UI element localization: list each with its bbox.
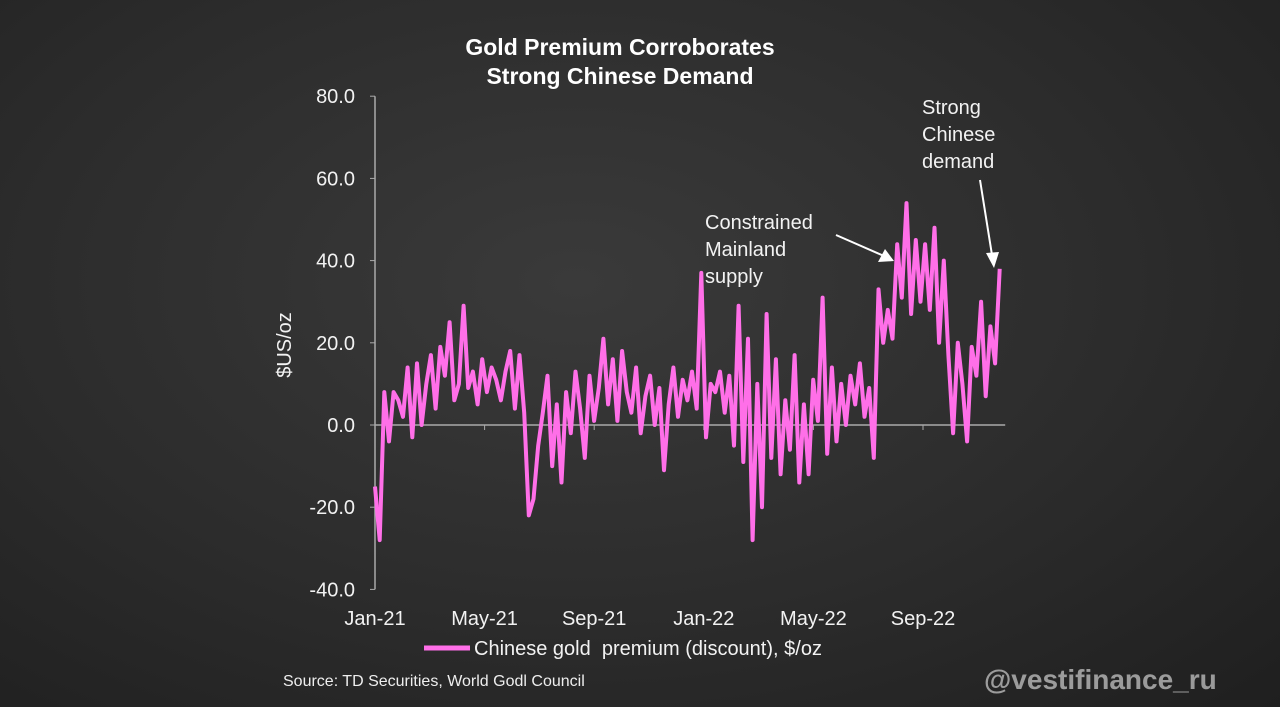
- x-tick-label: Sep-21: [562, 608, 627, 630]
- annotation-line: Chinese: [922, 124, 995, 146]
- annotation-line: demand: [922, 151, 994, 173]
- title-line-1: Gold Premium Corroborates: [465, 34, 775, 60]
- annotation-line: Constrained: [705, 212, 813, 234]
- y-tick-label: -20.0: [309, 497, 355, 519]
- title-line-2: Strong Chinese Demand: [486, 63, 754, 89]
- annotation-constrained-supply: Constrained Mainland supply: [705, 212, 894, 288]
- y-tick-label: 20.0: [316, 333, 355, 355]
- y-axis: 80.0 60.0 40.0 20.0 0.0 -20.0 -40.0: [309, 86, 376, 601]
- watermark: @vestifinance_ru: [984, 664, 1217, 695]
- x-tick-label: Jan-22: [673, 608, 734, 630]
- arrow-line: [835, 234, 885, 257]
- annotation-line: Mainland: [705, 239, 786, 261]
- series-line: [373, 201, 1002, 543]
- x-tick-label: May-22: [780, 608, 847, 630]
- x-tick-label: Sep-22: [891, 608, 956, 630]
- y-tick-label: 60.0: [316, 168, 355, 190]
- arrowhead-icon: [986, 252, 999, 268]
- arrowhead-icon: [878, 249, 894, 262]
- y-tick-label: 40.0: [316, 251, 355, 273]
- y-tick-label: 0.0: [327, 415, 355, 437]
- legend: Chinese gold premium (discount), $/oz: [424, 638, 822, 660]
- x-axis: Jan-21 May-21 Sep-21 Jan-22 May-22 Sep-22: [344, 424, 1006, 630]
- y-tick-label: -40.0: [309, 579, 355, 601]
- arrow-line: [979, 179, 993, 256]
- legend-label: Chinese gold premium (discount), $/oz: [474, 638, 822, 660]
- x-tick-label: May-21: [451, 608, 518, 630]
- annotation-strong-demand: Strong Chinese demand: [922, 97, 999, 268]
- annotation-line: supply: [705, 266, 763, 288]
- source-note: Source: TD Securities, World Godl Counci…: [283, 673, 585, 690]
- annotation-line: Strong: [922, 97, 981, 119]
- x-tick-label: Jan-21: [344, 608, 405, 630]
- chart-title: Gold Premium Corroborates Strong Chinese…: [0, 33, 1280, 91]
- y-tick-label: 80.0: [316, 86, 355, 108]
- y-axis-label: $US/oz: [274, 312, 296, 378]
